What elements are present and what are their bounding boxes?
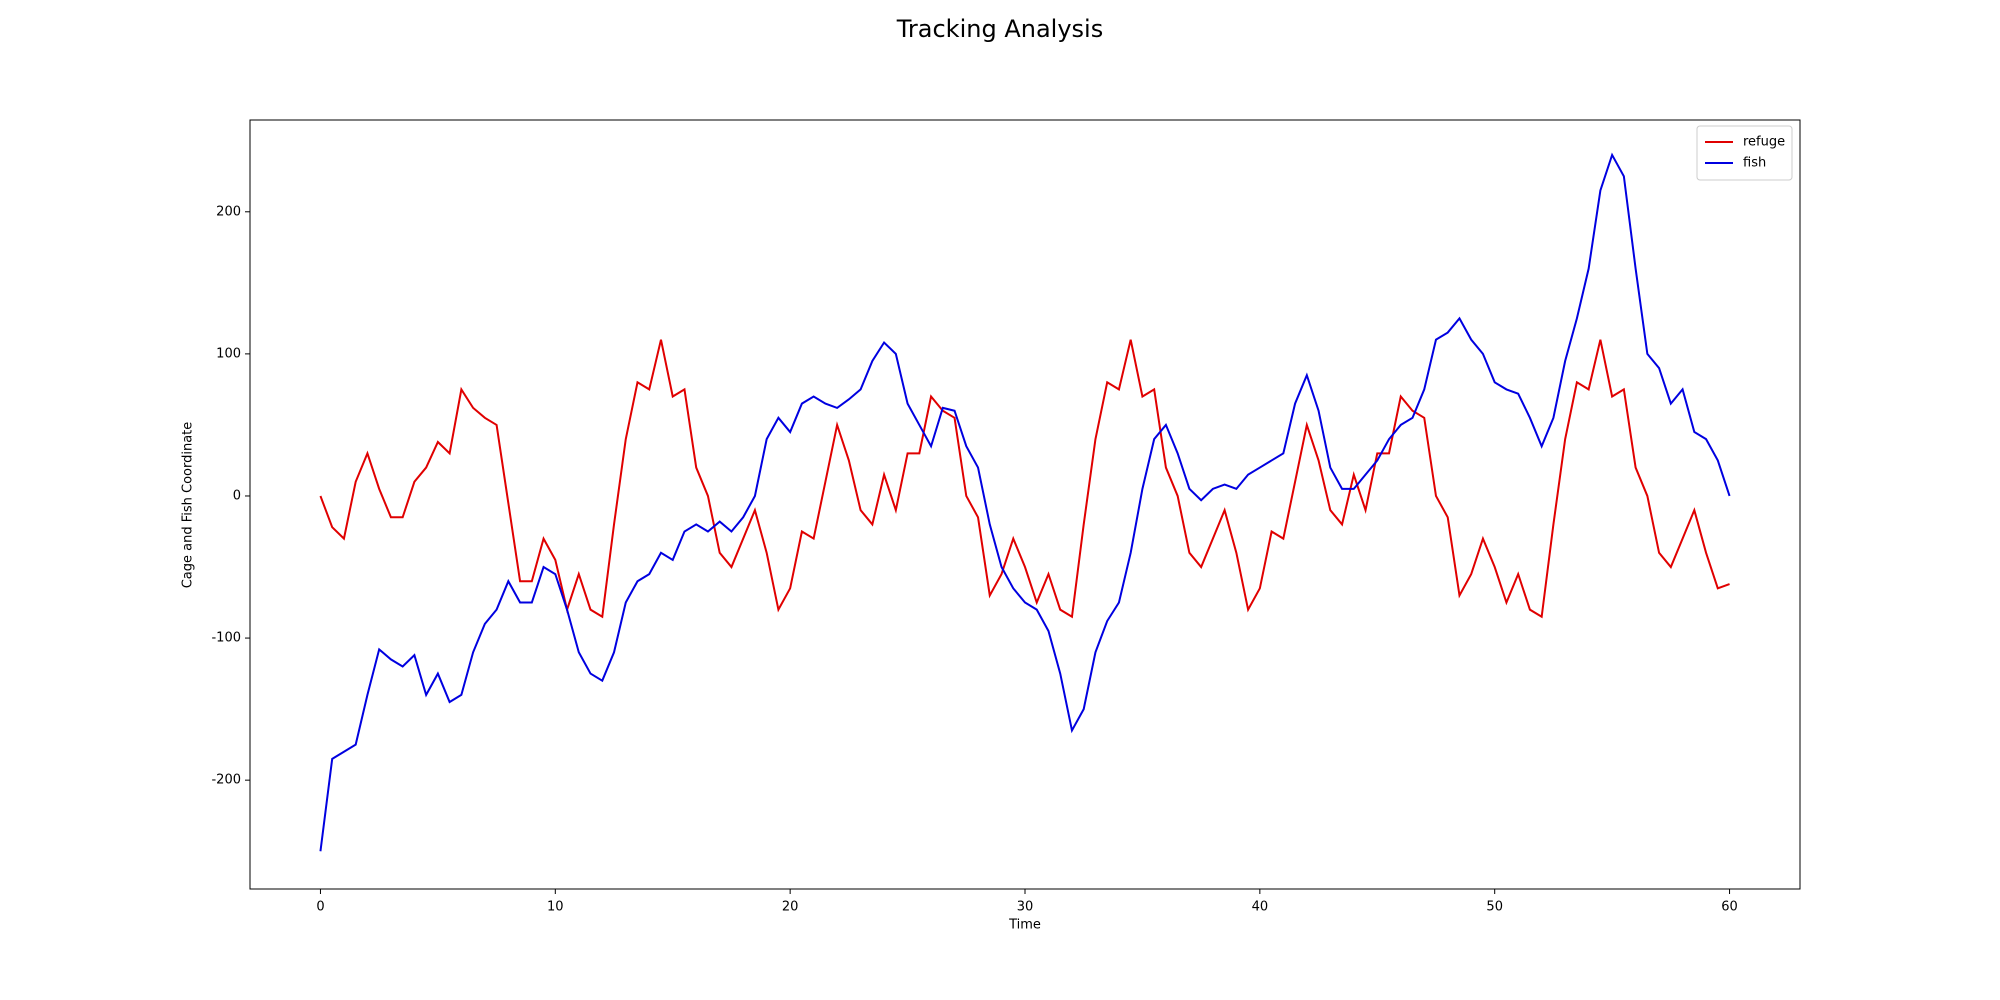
legend-box xyxy=(1696,125,1793,181)
x-tick-label: 50 xyxy=(1486,900,1503,915)
x-tick-label: 30 xyxy=(1017,900,1034,915)
legend-label: fish xyxy=(1743,156,1766,171)
x-tick-label: 20 xyxy=(782,900,799,915)
x-axis-label: Time xyxy=(1008,918,1041,933)
x-tick-label: 10 xyxy=(547,900,564,915)
x-tick-label: 0 xyxy=(316,900,324,915)
x-tick-label: 40 xyxy=(1252,900,1269,915)
plot-frame xyxy=(249,119,1801,890)
legend-label: refuge xyxy=(1743,135,1785,150)
chart-title: Tracking Analysis xyxy=(896,15,1103,43)
x-tick-label: 60 xyxy=(1721,900,1738,915)
line-series xyxy=(319,339,1730,619)
y-tick-label: 0 xyxy=(233,488,241,503)
y-tick-label: 200 xyxy=(216,204,241,219)
y-tick-label: 100 xyxy=(216,346,241,361)
y-tick-label: -100 xyxy=(211,631,241,646)
y-tick-label: -200 xyxy=(211,773,241,788)
y-axis-label: Cage and Fish Coordinate xyxy=(181,422,196,589)
line-series xyxy=(319,152,1731,852)
